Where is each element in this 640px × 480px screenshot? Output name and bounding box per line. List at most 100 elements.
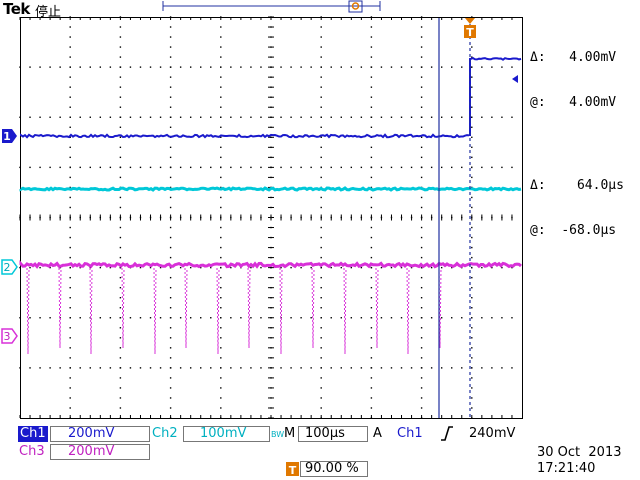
grid-dot [130,66,131,67]
grid-dot [341,66,342,67]
ch3-spike [217,268,219,354]
grid-dot [120,86,121,87]
grid-dot [491,317,492,318]
trigger-position-tag-label: T [289,464,297,477]
grid-dot [160,367,161,368]
grid-dot [90,66,91,67]
grid-dot [70,36,71,37]
grid-dot [29,267,30,268]
trigger-position-value[interactable]: 90.00 % [300,461,368,477]
grid-dot [80,167,81,168]
grid-dot [170,327,171,328]
ch3-label[interactable]: Ch3 [19,444,45,460]
ch2-scale[interactable]: 100mV [183,426,270,442]
grid-dot [371,157,372,158]
grid-dot [70,287,71,288]
delta-symbol: Δ: [530,178,546,193]
grid-dot [421,36,422,37]
grid-dot [421,377,422,378]
trigger-level-arrow[interactable] [512,75,518,83]
trigger-mode[interactable]: A [373,426,382,442]
grid-dot [421,46,422,47]
grid-dot [371,46,372,47]
grid-dot [70,167,71,168]
grid-dot [471,117,472,118]
time-delta-value: 64.0µs [577,178,624,193]
grid-dot [39,367,40,368]
grid-dot [140,117,141,118]
ch2-label[interactable]: Ch2 [152,426,178,442]
grid-dot [120,257,121,258]
grid-dot [321,397,322,398]
grid-dot [170,277,171,278]
grid-dot [220,177,221,178]
trigger-level[interactable]: 240mV [469,426,515,442]
ch3-spike [407,268,409,354]
grid-dot [250,167,251,168]
grid-dot [321,46,322,47]
grid-dot [421,327,422,328]
ch3-spike [154,268,156,354]
grid-dot [120,237,121,238]
grid-dot [300,117,301,118]
grid-dot [130,117,131,118]
grid-dot [170,297,171,298]
grid-dot [220,167,221,168]
grid-dot [491,367,492,368]
grid-dot [220,56,221,57]
grid-dot [70,267,71,268]
grid-dot [501,167,502,168]
ch1-label[interactable]: Ch1 [18,426,48,442]
grid-dot [461,167,462,168]
grid-dot [511,317,512,318]
grid-dot [110,167,111,168]
grid-dot [421,86,422,87]
grid-dot [471,227,472,228]
grid-dot [120,347,121,348]
grid-dot [371,267,372,268]
ch1-scale[interactable]: 200mV [50,426,150,442]
grid-dot [130,317,131,318]
trigger-source[interactable]: Ch1 [397,426,423,442]
grid-dot [220,307,221,308]
grid-dot [220,397,221,398]
grid-dot [351,267,352,268]
grid-dot [70,277,71,278]
grid-dot [230,66,231,67]
grid-dot [411,167,412,168]
grid-dot [471,157,472,158]
grid-dot [160,167,161,168]
grid-dot [421,347,422,348]
grid-dot [371,86,372,87]
grid-dot [391,267,392,268]
grid-dot [190,117,191,118]
grid-dot [260,167,261,168]
grid-dot [120,357,121,358]
grid-dot [371,327,372,328]
grid-dot [230,267,231,268]
ch3-scale[interactable]: 200mV [50,444,150,460]
grid-dot [501,367,502,368]
grid-dot [421,56,422,57]
grid-dot [80,117,81,118]
record-position-bar[interactable] [163,1,380,12]
timebase-value[interactable]: 100µs [298,426,368,442]
grid-dot [220,407,221,408]
grid-dot [321,227,322,228]
grid-dot [321,66,322,67]
grid-dot [461,117,462,118]
grid-dot [321,117,322,118]
grid-dot [260,317,261,318]
grid-dot [441,66,442,67]
grid-dot [120,297,121,298]
ch3-spike [312,268,314,348]
grid-dot [371,297,372,298]
grid-dot [371,237,372,238]
grid-dot [70,157,71,158]
ch1-trace [21,135,469,137]
grid-dot [491,167,492,168]
grid-dot [471,207,472,208]
grid-dot [250,317,251,318]
grid-dot [310,66,311,67]
grid-dot [70,357,71,358]
